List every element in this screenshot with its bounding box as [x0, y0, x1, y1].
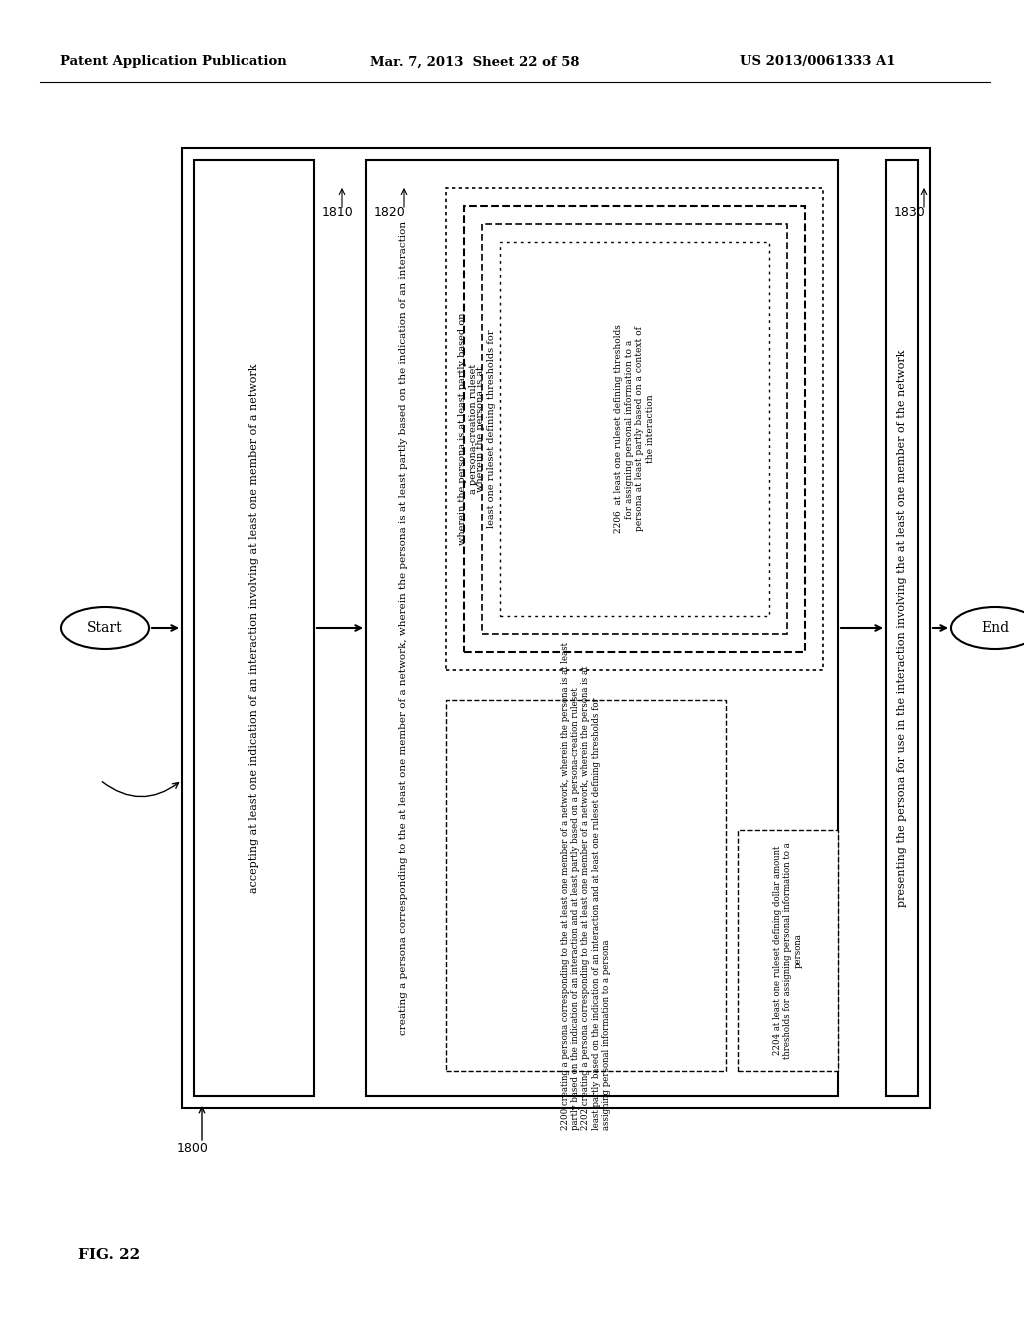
Bar: [446, 187, 823, 671]
Bar: [182, 148, 930, 1107]
Bar: [366, 160, 838, 1096]
Bar: [738, 830, 838, 1071]
Text: FIG. 22: FIG. 22: [78, 1247, 140, 1262]
Text: accepting at least one indication of an interaction involving at least one membe: accepting at least one indication of an …: [249, 363, 259, 892]
Text: 2206  at least one ruleset defining thresholds
for assigning personal informatio: 2206 at least one ruleset defining thres…: [614, 325, 654, 533]
Bar: [482, 224, 787, 634]
Bar: [194, 160, 314, 1096]
Ellipse shape: [951, 607, 1024, 649]
Bar: [464, 206, 805, 652]
Text: Mar. 7, 2013  Sheet 22 of 58: Mar. 7, 2013 Sheet 22 of 58: [370, 55, 580, 69]
Text: presenting the persona for use in the interaction involving the at least one mem: presenting the persona for use in the in…: [897, 350, 907, 907]
Text: 1830: 1830: [894, 206, 926, 219]
Bar: [886, 160, 918, 1096]
Bar: [446, 700, 726, 1071]
Ellipse shape: [61, 607, 150, 649]
Text: Start: Start: [87, 620, 123, 635]
Text: US 2013/0061333 A1: US 2013/0061333 A1: [740, 55, 896, 69]
Text: 2200 creating a persona corresponding to the at least one member of a network, w: 2200 creating a persona corresponding to…: [561, 642, 611, 1130]
Bar: [500, 242, 769, 616]
Text: 1820: 1820: [374, 206, 406, 219]
Text: wherein the persona is at least partly based on
a persona-creation ruleset: wherein the persona is at least partly b…: [459, 313, 478, 545]
Text: End: End: [981, 620, 1009, 635]
Text: wherein the persona is at
least one ruleset defining thresholds for: wherein the persona is at least one rule…: [476, 330, 496, 528]
Text: 2204 at least one ruleset defining dollar amount
thresholds for assigning person: 2204 at least one ruleset defining dolla…: [773, 842, 803, 1059]
Text: Patent Application Publication: Patent Application Publication: [60, 55, 287, 69]
Text: 1800: 1800: [177, 1142, 209, 1155]
Text: 1810: 1810: [322, 206, 353, 219]
Text: creating a persona corresponding to the at least one member of a network, wherei: creating a persona corresponding to the …: [399, 220, 409, 1035]
